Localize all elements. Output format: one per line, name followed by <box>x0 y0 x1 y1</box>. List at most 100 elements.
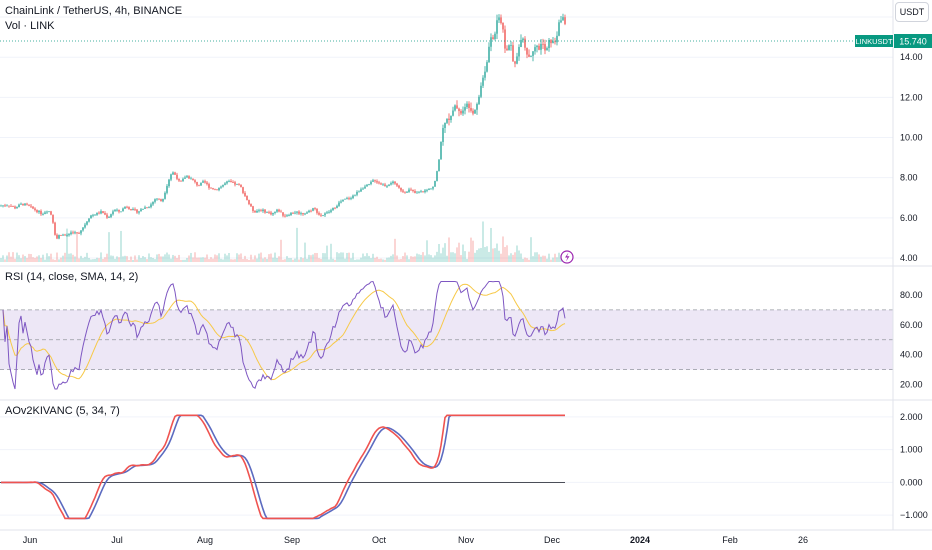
candle-body <box>558 22 560 36</box>
candle-body <box>338 202 340 206</box>
candle-body <box>126 206 128 208</box>
candle-body <box>344 198 346 200</box>
volume-bar <box>554 253 556 262</box>
volume-bar <box>282 259 284 262</box>
candle-body <box>542 43 544 45</box>
volume-bar <box>206 254 208 262</box>
candle-body <box>406 191 408 193</box>
volume-bar <box>332 258 334 262</box>
volume-bar <box>272 257 274 262</box>
candle-body <box>536 45 538 48</box>
candle-body <box>92 214 94 216</box>
volume-bar <box>268 254 270 262</box>
volume-bar <box>88 257 90 262</box>
volume-bar <box>374 257 376 262</box>
volume-bar <box>284 259 286 262</box>
volume-bar <box>24 256 26 262</box>
candle-body <box>258 210 260 212</box>
candle-body <box>160 199 162 202</box>
candle-body <box>450 115 452 121</box>
volume-bar <box>440 253 442 262</box>
volume-bar <box>240 253 242 262</box>
candle-body <box>490 37 492 47</box>
volume-bar <box>264 257 266 262</box>
volume-bar <box>210 257 212 262</box>
volume-bar <box>322 253 324 262</box>
volume-bar <box>180 259 182 262</box>
candle-body <box>408 189 410 192</box>
price-tag-text: 15.740 <box>899 37 927 47</box>
volume-bar <box>202 257 204 262</box>
price-tick-label: 14.00 <box>900 52 923 62</box>
currency-button[interactable]: USDT <box>895 2 929 22</box>
candle-body <box>470 108 472 111</box>
candle-body <box>420 191 422 193</box>
time-tick-label: Jul <box>111 535 123 545</box>
candle-body <box>316 208 318 213</box>
price-candles <box>0 13 566 240</box>
rsi-legend: RSI (14, close, SMA, 14, 2) <box>5 271 139 283</box>
volume-bar <box>122 256 124 262</box>
candle-body <box>256 210 258 213</box>
time-axis[interactable]: Jun Jul Aug Sep Oct Nov Dec 2024 Feb 26 <box>23 535 808 545</box>
volume-bar <box>208 259 210 262</box>
volume-bar <box>458 242 460 262</box>
volume-bar <box>418 254 420 262</box>
candle-body <box>266 211 268 213</box>
candle-body <box>382 184 384 186</box>
candle-body <box>300 213 302 214</box>
candle-body <box>194 180 196 183</box>
volume-bar <box>428 254 430 262</box>
candle-body <box>502 22 504 30</box>
volume-bar <box>274 252 276 262</box>
volume-bar <box>140 258 142 262</box>
candle-body <box>304 213 306 215</box>
volume-bar <box>94 258 96 262</box>
volume-bar <box>406 255 408 262</box>
candle-body <box>64 234 66 236</box>
candle-body <box>186 176 188 178</box>
volume-bar <box>150 257 152 262</box>
volume-bar <box>130 256 132 262</box>
volume-bar <box>154 259 156 262</box>
candle-body <box>478 96 480 104</box>
rsi-tick-label: 80.00 <box>900 290 923 300</box>
volume-bar <box>40 257 42 262</box>
candle-body <box>318 212 320 215</box>
candle-body <box>412 189 414 192</box>
volume-bar <box>270 253 272 262</box>
time-tick-label: Nov <box>458 535 475 545</box>
volume-bar <box>38 255 40 262</box>
candle-body <box>308 210 310 213</box>
candle-body <box>4 205 6 207</box>
candle-body <box>120 211 122 213</box>
candle-body <box>34 208 36 211</box>
candle-body <box>294 212 296 214</box>
volume-bar <box>510 253 512 262</box>
candle-body <box>546 48 548 51</box>
volume-bar <box>230 259 232 262</box>
candle-body <box>498 17 500 21</box>
time-tick-label: Jun <box>23 535 38 545</box>
volume-bar <box>556 257 558 262</box>
candle-body <box>70 232 72 235</box>
ao-legend: AOv2KIVANC (5, 34, 7) <box>5 405 120 417</box>
candle-body <box>182 178 184 182</box>
volume-bar <box>314 252 316 262</box>
volume-bar <box>158 253 160 262</box>
volume-bar <box>212 258 214 262</box>
candle-body <box>444 122 446 129</box>
volume-bar <box>242 259 244 262</box>
candle-body <box>38 210 40 213</box>
candle-body <box>200 182 202 186</box>
volume-bar <box>302 258 304 262</box>
volume-bar <box>316 253 318 262</box>
candle-body <box>170 174 172 180</box>
candle-body <box>208 184 210 188</box>
volume-bar <box>156 254 158 262</box>
candle-body <box>106 214 108 218</box>
volume-legend: Vol · LINK <box>5 20 55 32</box>
volume-bar <box>412 256 414 262</box>
lightning-icon[interactable] <box>560 250 574 264</box>
